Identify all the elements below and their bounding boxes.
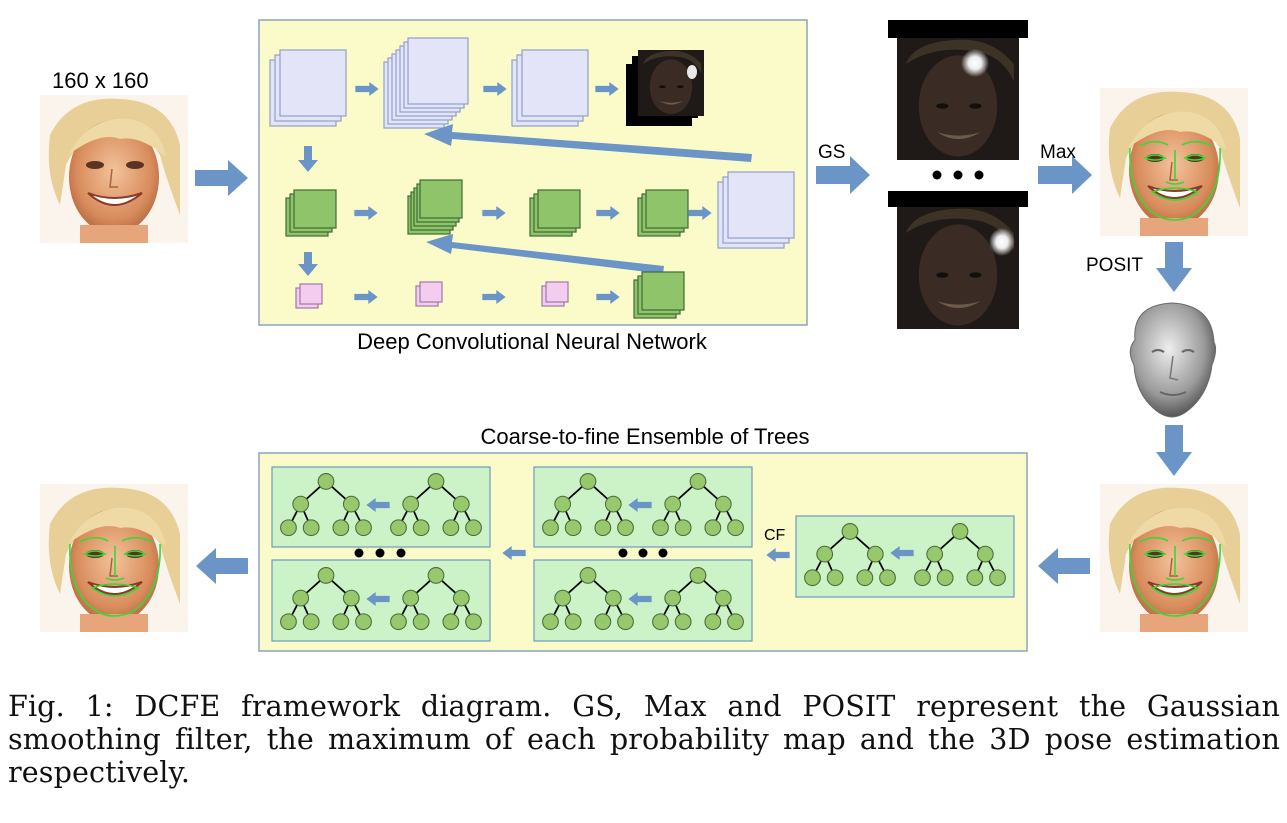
arrow-input-to-cnn xyxy=(195,160,248,196)
dcnn-row-2 xyxy=(285,171,795,249)
max-label: Max xyxy=(1040,142,1076,163)
feedback-arrow-1 xyxy=(424,124,752,162)
landmark-face-initial xyxy=(1100,88,1248,236)
input-face-photo xyxy=(40,95,188,243)
arrow-to-output xyxy=(196,548,248,584)
probability-maps xyxy=(888,20,1028,329)
feedback-arrow-2 xyxy=(426,234,664,274)
dcnn-title: Deep Convolutional Neural Network xyxy=(357,329,708,354)
ensemble-title: Coarse-to-fine Ensemble of Trees xyxy=(481,424,810,449)
max-arrow xyxy=(1038,156,1092,194)
posit-label: POSIT xyxy=(1086,255,1143,276)
figure-caption: Fig. 1: DCFE framework diagram. GS, Max … xyxy=(8,689,1280,789)
3d-head-model xyxy=(1129,302,1217,418)
input-size-label: 160 x 160 xyxy=(52,68,149,93)
down-arrow-2 xyxy=(298,252,318,276)
landmark-face-pose-aligned xyxy=(1100,484,1248,632)
down-arrow-1 xyxy=(298,146,318,172)
ellipsis-left xyxy=(354,548,406,558)
dcnn-row-1 xyxy=(269,37,704,129)
tree-box-mid-top xyxy=(533,466,753,548)
arrow-into-ensemble xyxy=(1038,548,1090,584)
probability-map-bottom xyxy=(897,207,1019,329)
tree-box-mid-bottom xyxy=(533,559,753,642)
tree-box-left-bottom xyxy=(271,559,491,642)
probability-map-top xyxy=(897,38,1019,160)
tree-box-left-top xyxy=(271,466,491,548)
posit-arrow xyxy=(1156,242,1192,292)
gs-label: GS xyxy=(818,142,845,163)
cf-label: CF xyxy=(764,527,786,544)
down-arrow-to-refine xyxy=(1156,425,1192,476)
gs-arrow xyxy=(816,156,870,194)
cf-tree-box xyxy=(795,515,1015,598)
dcnn-row-3 xyxy=(295,271,685,319)
output-landmark-face xyxy=(40,484,188,632)
ellipsis-mid xyxy=(618,548,668,558)
